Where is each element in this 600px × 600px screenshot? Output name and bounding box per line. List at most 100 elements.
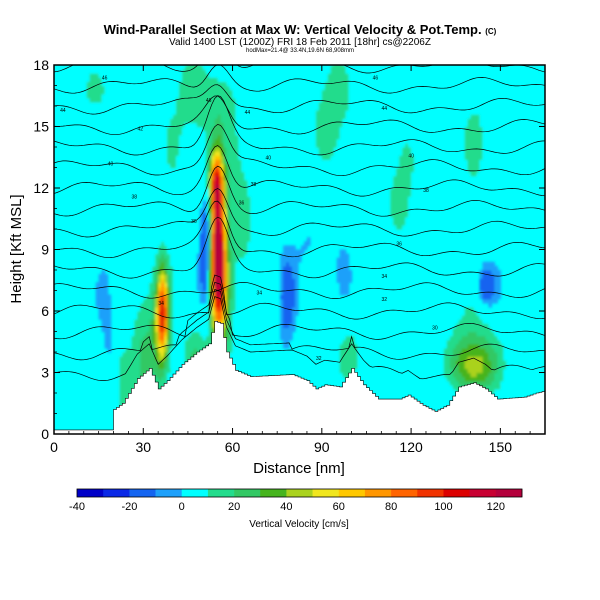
field-cell [336,356,341,361]
field-cell [286,286,290,292]
field-cell [369,179,373,185]
field-cell [408,212,412,218]
field-cell [217,216,222,222]
field-cell [348,183,353,189]
field-cell [158,302,162,308]
field-cell [211,327,216,333]
field-cell [360,237,365,242]
field-cell [396,138,400,144]
field-cell [158,323,162,328]
field-cell [312,69,317,74]
field-cell [235,315,240,320]
field-cell [179,171,183,177]
field-cell [333,360,338,365]
field-cell [113,405,118,410]
field-cell [417,278,421,283]
field-cell [295,69,299,74]
field-cell [167,319,171,324]
field-cell [164,163,168,169]
field-cell [173,138,177,144]
field-cell [330,85,335,91]
field-cell [98,85,103,91]
field-cell [229,270,234,275]
field-cell [140,372,144,378]
field-cell [196,282,201,287]
field-cell [253,200,257,205]
field-cell [199,249,204,255]
field-cell [443,347,448,353]
field-cell [295,286,299,292]
field-cell [199,282,204,287]
field-cell [214,245,219,251]
field-cell [173,274,177,279]
field-cell [235,257,240,263]
field-cell [315,155,320,160]
field-cell [179,159,183,164]
field-cell [119,339,124,345]
field-cell [241,81,246,87]
field-cell [143,315,147,320]
field-cell [339,114,344,119]
field-cell [405,216,409,222]
field-cell [324,69,329,74]
field-cell [229,122,234,128]
field-cell [217,270,222,275]
field-cell [318,138,323,144]
field-cell [342,339,347,345]
field-cell [152,286,156,292]
field-cell [217,249,222,255]
field-cell [184,134,189,140]
field-cell [161,265,165,271]
field-cell [217,171,222,177]
field-cell [333,372,338,378]
field-cell [396,77,400,82]
field-cell [348,196,353,201]
field-cell [173,212,177,218]
field-cell [357,364,362,369]
field-cell [220,306,225,312]
field-cell [321,106,326,111]
field-cell [223,110,228,115]
field-cell [187,89,192,95]
field-cell [390,101,394,107]
field-cell [363,290,368,296]
field-cell [214,155,219,160]
field-cell [214,106,219,111]
field-cell [173,253,177,259]
field-cell [396,85,400,91]
field-cell [336,134,341,140]
field-cell [321,126,326,132]
field-cell [289,282,293,287]
field-cell [113,401,118,406]
field-cell [268,327,272,333]
field-cell [214,118,219,123]
field-cell [449,77,454,82]
field-cell [283,311,287,316]
field-cell [417,237,421,242]
field-cell [229,155,234,160]
field-cell [199,142,204,148]
field-cell [295,298,299,304]
field-cell [214,183,219,189]
field-cell [229,73,234,78]
field-cell [360,155,365,160]
field-cell [336,278,341,283]
field-cell [363,229,368,234]
field-cell [381,171,385,177]
field-cell [289,323,293,328]
field-cell [241,261,246,267]
field-cell [283,306,287,312]
field-cell [220,122,225,128]
field-cell [155,253,159,259]
field-cell [369,126,373,132]
field-cell [241,347,246,353]
field-cell [164,294,168,300]
field-cell [71,319,76,324]
field-cell [396,114,400,119]
field-cell [366,220,371,226]
field-cell [205,81,210,87]
field-cell [405,118,409,123]
field-cell [357,327,362,333]
field-cell [89,114,94,119]
field-cell [396,249,400,255]
